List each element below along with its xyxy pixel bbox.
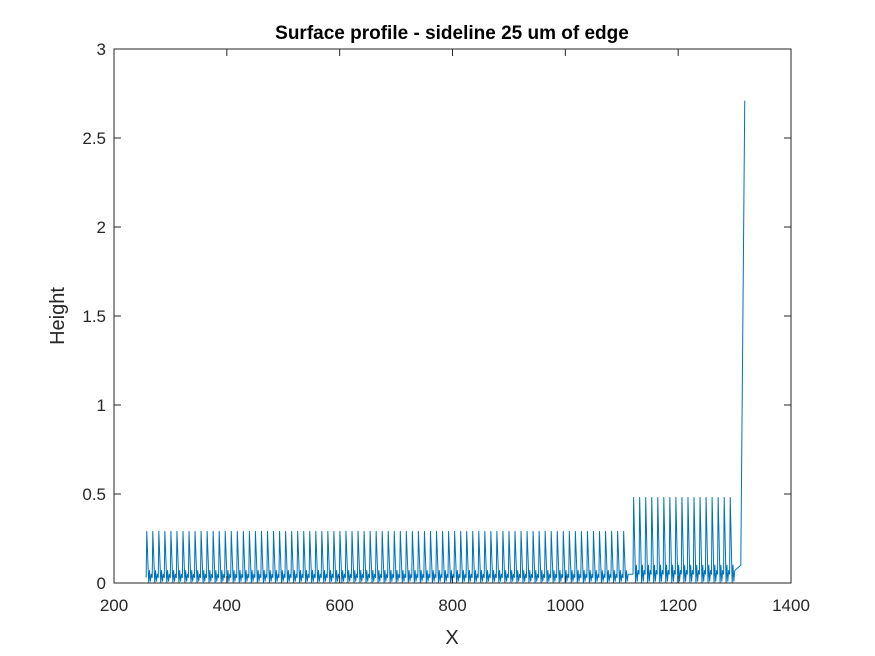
chart-title: Surface profile - sideline 25 um of edge — [275, 23, 629, 44]
y-tick-label: 2.5 — [82, 129, 106, 148]
x-tick-label: 1400 — [772, 596, 810, 615]
y-tick-label: 0 — [97, 574, 106, 593]
x-axis-label: X — [445, 627, 458, 649]
y-axis-label: Height — [47, 287, 69, 345]
x-axis: 200 400 600 800 1000 1200 1400 — [100, 49, 810, 615]
y-tick-label: 1 — [97, 396, 106, 415]
series-line — [145, 100, 746, 584]
x-tick-label: 1000 — [546, 596, 584, 615]
x-tick-label: 800 — [438, 596, 466, 615]
y-tick-label: 1.5 — [82, 307, 106, 326]
x-tick-label: 1200 — [659, 596, 697, 615]
y-tick-label: 3 — [97, 40, 106, 59]
y-axis: 0 0.5 1 1.5 2 2.5 3 — [82, 40, 791, 593]
x-tick-label: 400 — [213, 596, 241, 615]
plot-series — [145, 100, 746, 584]
y-tick-label: 2 — [97, 218, 106, 237]
y-tick-label: 0.5 — [82, 485, 106, 504]
plot-area-box — [113, 48, 792, 584]
x-tick-label: 600 — [325, 596, 353, 615]
x-tick-label: 200 — [100, 596, 128, 615]
